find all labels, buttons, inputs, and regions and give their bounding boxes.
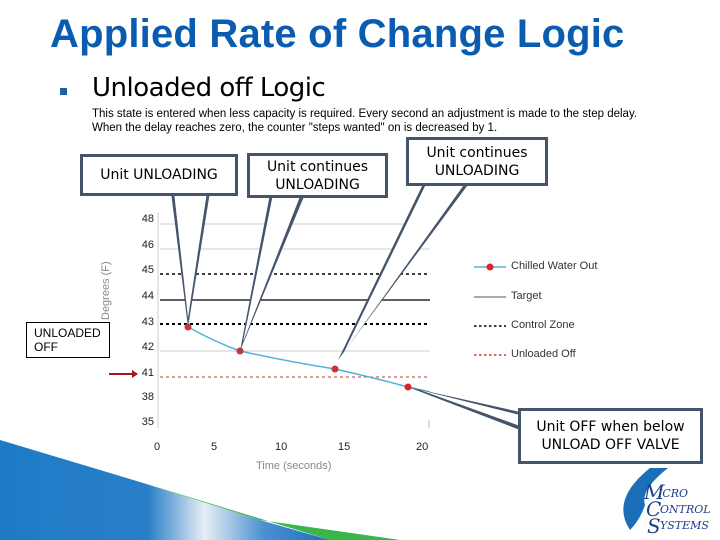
logo-m-glyph: M	[644, 480, 665, 504]
logo-line-2: ONTROL	[660, 503, 711, 516]
x-tick: 20	[416, 441, 429, 453]
y-tick: 45	[141, 264, 154, 276]
y-tick: 44	[141, 290, 154, 302]
logo-line-3: YSTEMS	[660, 519, 709, 532]
x-tick: 0	[154, 441, 161, 453]
y-tick: 41	[141, 367, 154, 379]
y-tick: 46	[141, 239, 154, 251]
y-tick: 35	[141, 416, 154, 428]
y-axis-title: Degrees (F)	[100, 261, 112, 320]
y-tick: 48	[141, 213, 154, 225]
callout-unit-off: Unit OFF when below UNLOAD OFF VALVE	[518, 408, 703, 464]
legend-chilled-water-out: Chilled Water Out	[511, 260, 598, 272]
slide-title: Applied Rate of Change Logic	[50, 12, 625, 56]
x-tick: 10	[275, 441, 288, 453]
unloaded-off-label: UNLOADED OFF	[26, 322, 110, 358]
logo-c-glyph: C	[646, 497, 662, 521]
callout-unit-unloading: Unit UNLOADING	[80, 154, 238, 196]
callout-unit-continues-2: Unit continues UNLOADING	[406, 137, 548, 186]
callout-unit-continues-1: Unit continues UNLOADING	[247, 153, 388, 198]
x-tick: 15	[338, 441, 351, 453]
logo-s-glyph: S	[647, 514, 661, 538]
swoosh-blue	[0, 440, 330, 540]
y-tick: 42	[141, 341, 154, 353]
x-tick: 5	[211, 441, 218, 453]
logo-line-1: ICRO	[658, 487, 689, 500]
legend-target: Target	[511, 290, 542, 302]
legend-unloaded-off: Unloaded Off	[511, 348, 576, 360]
description-text: This state is entered when less capacity…	[92, 108, 638, 134]
slide-subtitle: Unloaded off Logic	[92, 73, 326, 103]
y-tick: 43	[141, 316, 154, 328]
y-tick: 38	[141, 391, 154, 403]
bullet-icon	[60, 88, 67, 95]
legend-control-zone: Control Zone	[511, 319, 575, 331]
x-axis-title: Time (seconds)	[256, 460, 332, 472]
